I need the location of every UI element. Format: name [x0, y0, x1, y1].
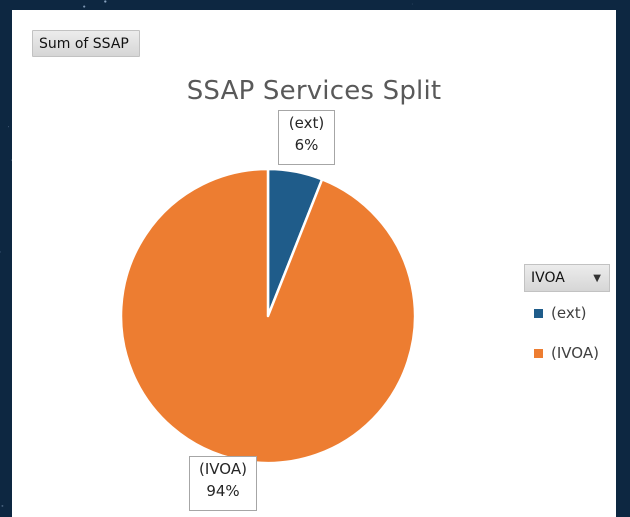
legend-item-ext: (ext): [534, 304, 586, 322]
background-star: [0, 251, 1, 253]
legend-swatch-ext: [534, 308, 543, 318]
data-label-ivoa-name: (IVOA): [199, 460, 247, 478]
data-label-ext: (ext) 6%: [278, 110, 335, 165]
legend-swatch-ivoa: [534, 348, 543, 358]
ivoa-filter-dropdown[interactable]: IVOA ▼: [524, 264, 610, 292]
ivoa-filter-label: IVOA: [531, 270, 565, 286]
background-star: [411, 3, 413, 5]
pivot-chart: Sum of SSAP SSAP Services Split (ext) 6%…: [12, 10, 616, 517]
pie-slice-ivoa[interactable]: [119, 167, 417, 465]
background-star: [104, 0, 107, 3]
background-star: [7, 126, 10, 128]
legend-label-ivoa: (IVOA): [551, 344, 599, 362]
legend-label-ext: (ext): [551, 304, 587, 322]
chart-title: SSAP Services Split: [186, 76, 442, 106]
dropdown-arrow-icon[interactable]: ▼: [593, 272, 601, 284]
data-label-ivoa: (IVOA) 94%: [189, 456, 257, 511]
legend-item-ivoa: (IVOA): [534, 344, 599, 362]
field-button-label: Sum of SSAP: [39, 35, 129, 52]
data-label-ext-name: (ext): [288, 114, 325, 132]
sum-of-ssap-field-button[interactable]: Sum of SSAP: [32, 30, 140, 57]
data-label-ext-value: 6%: [294, 136, 319, 154]
data-label-ivoa-value: 94%: [206, 482, 240, 500]
background-star: [83, 5, 86, 8]
background-star: [1, 504, 4, 507]
